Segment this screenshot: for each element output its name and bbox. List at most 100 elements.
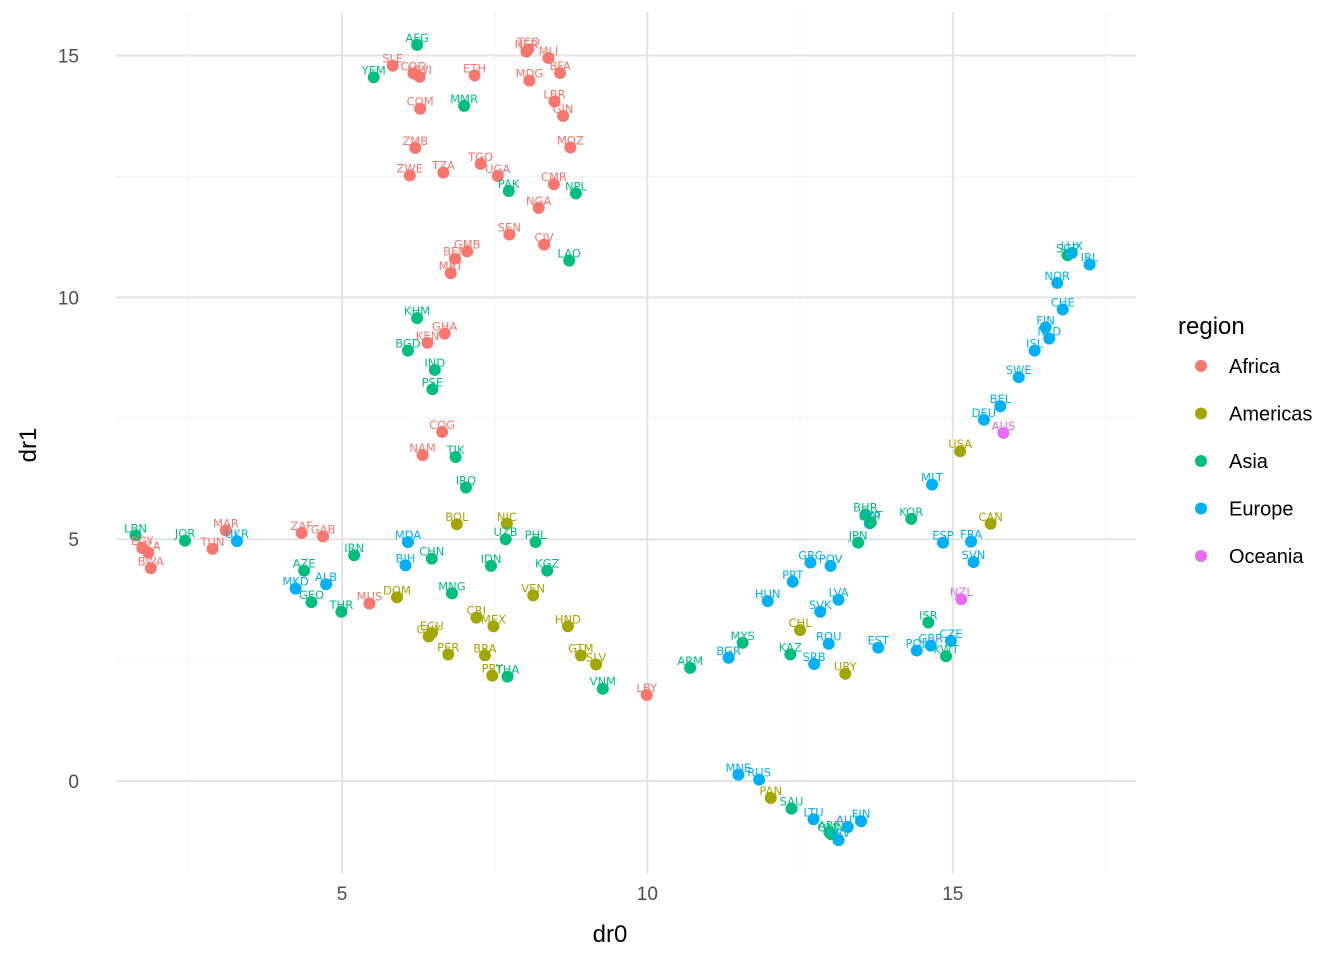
data-point <box>523 74 536 87</box>
data-point <box>478 649 491 662</box>
point-label: DOM <box>383 583 411 597</box>
data-point <box>554 66 567 79</box>
y-tick-label: 10 <box>58 288 79 309</box>
data-point <box>1028 344 1041 357</box>
point-label: MWI <box>407 63 432 77</box>
point-label: BGR <box>716 644 741 658</box>
point-label: TCD <box>516 35 540 49</box>
point-label: PER <box>437 640 459 654</box>
data-point <box>736 636 749 649</box>
point-label: GEO <box>299 588 324 602</box>
point-label: SAU <box>780 795 804 809</box>
data-point <box>905 512 918 525</box>
data-point <box>320 578 333 591</box>
data-point <box>761 595 774 608</box>
point-label: KEN <box>416 329 439 343</box>
point-label: HRV <box>827 826 851 840</box>
point-label: EST <box>867 634 890 648</box>
data-point <box>414 102 427 115</box>
data-point <box>997 426 1010 439</box>
point-label: MLI <box>539 44 559 58</box>
legend-label: Americas <box>1229 404 1312 426</box>
point-label: SEN <box>498 221 521 235</box>
data-point <box>305 596 318 609</box>
point-label: GMB <box>454 237 481 251</box>
data-point <box>486 669 499 682</box>
data-point <box>1043 332 1056 345</box>
data-point <box>487 620 500 633</box>
point-label: ZMB <box>402 134 428 148</box>
legend-key <box>1195 550 1207 562</box>
point-label: MNG <box>438 579 465 593</box>
point-label: PHL <box>525 528 548 542</box>
data-point <box>910 644 923 657</box>
data-point <box>955 593 968 606</box>
point-label: CMR <box>541 170 567 184</box>
data-point <box>808 658 821 671</box>
point-label: LUX <box>1061 239 1083 253</box>
data-point <box>764 792 777 805</box>
data-point <box>500 517 513 530</box>
point-label: BRA <box>473 641 496 655</box>
data-point <box>940 650 953 663</box>
data-point <box>445 587 458 600</box>
point-label: CIV <box>535 231 554 245</box>
data-point <box>411 38 424 51</box>
data-point <box>786 575 799 588</box>
data-point <box>1012 371 1025 384</box>
data-point <box>872 641 885 654</box>
y-tick-label: 0 <box>68 772 79 793</box>
point-label: UKR <box>225 527 249 541</box>
data-point <box>538 238 551 251</box>
point-label: PAN <box>759 784 782 798</box>
data-point <box>527 589 540 602</box>
data-point <box>547 178 560 191</box>
point-label: CHE <box>1051 295 1075 309</box>
point-label: URY <box>834 660 858 674</box>
data-point <box>422 630 435 643</box>
point-label: KAZ <box>779 640 802 654</box>
data-point <box>219 524 232 537</box>
data-point <box>564 141 577 154</box>
y-axis-title: dr1 <box>15 428 42 463</box>
point-label: ISL <box>1026 337 1044 351</box>
data-point <box>348 549 361 562</box>
point-label: GTM <box>568 641 593 655</box>
point-label: MYS <box>731 629 755 643</box>
point-label: TZA <box>431 159 455 173</box>
point-label: DEU <box>972 406 997 420</box>
x-tick-label: 10 <box>637 884 658 905</box>
data-point <box>596 682 609 695</box>
point-label: UGA <box>485 162 510 176</box>
data-point <box>413 70 426 83</box>
data-point <box>416 449 429 462</box>
x-tick-label: 15 <box>942 884 963 905</box>
point-label: YEM <box>361 63 386 77</box>
point-label: VEN <box>521 581 545 595</box>
point-label: AFG <box>405 31 428 45</box>
data-point <box>852 536 865 549</box>
data-point <box>399 559 412 572</box>
data-point <box>449 451 462 464</box>
point-label: IND <box>424 356 445 370</box>
point-label: CZE <box>939 627 962 641</box>
point-label: NGA <box>526 194 552 208</box>
legend-key <box>1195 502 1207 515</box>
point-label: THA <box>495 663 520 677</box>
data-point <box>474 157 487 170</box>
data-point <box>984 517 997 530</box>
point-label: SGP <box>1056 241 1079 255</box>
data-point <box>732 768 745 781</box>
point-label: THR <box>329 598 354 612</box>
point-label: MNE <box>725 761 751 775</box>
data-point <box>142 546 155 559</box>
point-label: ISR <box>919 608 938 622</box>
data-point <box>367 71 380 84</box>
point-label: POV <box>819 552 843 566</box>
point-label: KHM <box>404 304 430 318</box>
data-point <box>1039 321 1052 334</box>
x-axis-ticks: 5 10 15 <box>337 884 964 905</box>
point-label: ZWE <box>397 161 424 175</box>
data-point <box>541 564 554 577</box>
